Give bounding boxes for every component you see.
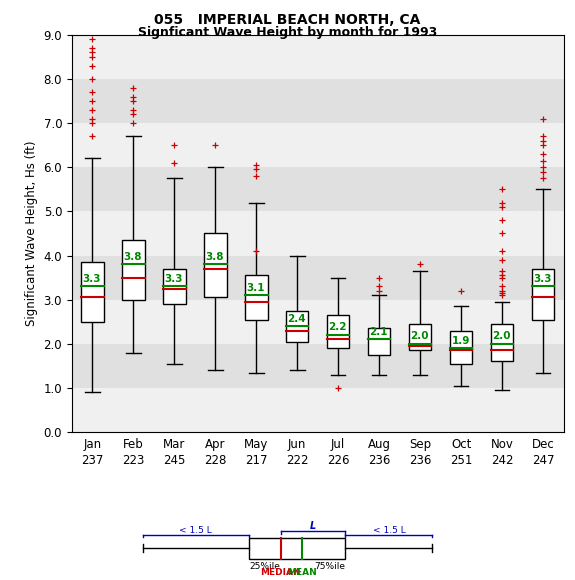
Text: 242: 242 [491, 454, 513, 466]
Bar [245, 276, 267, 320]
Bar [204, 233, 227, 298]
Text: 3.3: 3.3 [534, 274, 552, 284]
Text: MEAN: MEAN [287, 568, 317, 577]
Bar [368, 328, 390, 355]
Text: 251: 251 [450, 454, 472, 466]
Bar [72, 123, 564, 167]
Bar [491, 324, 513, 361]
Text: 25%ile: 25%ile [249, 561, 279, 571]
Text: Dec: Dec [532, 438, 554, 451]
Bar [327, 315, 350, 348]
Bar [532, 269, 554, 320]
Bar [72, 344, 564, 388]
Bar [409, 324, 431, 350]
Text: 228: 228 [204, 454, 227, 466]
Bar [72, 35, 564, 79]
Text: < 1.5 L: < 1.5 L [373, 525, 405, 535]
Bar [163, 269, 186, 304]
Text: 237: 237 [81, 454, 104, 466]
Bar [72, 300, 564, 344]
Text: Feb: Feb [123, 438, 144, 451]
Text: Jun: Jun [288, 438, 306, 451]
Text: 245: 245 [163, 454, 186, 466]
Text: 3.8: 3.8 [124, 252, 142, 262]
Bar [72, 167, 564, 211]
Text: 2.2: 2.2 [328, 322, 347, 332]
Text: 3.1: 3.1 [247, 282, 265, 292]
Text: < 1.5 L: < 1.5 L [179, 525, 212, 535]
Text: Nov: Nov [490, 438, 513, 451]
Text: 2.4: 2.4 [288, 314, 306, 324]
Bar [72, 256, 564, 300]
Text: 3.3: 3.3 [164, 274, 183, 284]
Text: 247: 247 [532, 454, 554, 466]
Text: 217: 217 [245, 454, 267, 466]
Text: Jul: Jul [331, 438, 346, 451]
Text: L: L [310, 521, 316, 531]
Text: 236: 236 [368, 454, 390, 466]
Text: 236: 236 [409, 454, 431, 466]
Text: 2.1: 2.1 [370, 327, 388, 337]
Bar [72, 388, 564, 432]
Text: 2.0: 2.0 [492, 331, 511, 341]
Bar [122, 240, 144, 300]
Text: Signficant Wave Height by month for 1993: Signficant Wave Height by month for 1993 [138, 26, 437, 39]
Text: 75%ile: 75%ile [315, 561, 346, 571]
Bar [72, 79, 564, 123]
Text: MEDIAN: MEDIAN [260, 568, 301, 577]
Text: 3.8: 3.8 [206, 252, 224, 262]
Text: Mar: Mar [163, 438, 186, 451]
Text: 223: 223 [122, 454, 144, 466]
Text: Aug: Aug [367, 438, 390, 451]
Text: 2.0: 2.0 [411, 331, 429, 341]
Bar [450, 331, 472, 364]
Bar [249, 538, 346, 559]
Text: 222: 222 [286, 454, 308, 466]
Text: 055   IMPERIAL BEACH NORTH, CA: 055 IMPERIAL BEACH NORTH, CA [154, 13, 421, 27]
Text: May: May [244, 438, 269, 451]
Bar [81, 262, 104, 322]
Bar [72, 211, 564, 256]
Text: 226: 226 [327, 454, 350, 466]
Text: 3.3: 3.3 [83, 274, 101, 284]
Y-axis label: Significant Wave Height, Hs (ft): Significant Wave Height, Hs (ft) [25, 141, 38, 326]
Text: Oct: Oct [451, 438, 471, 451]
Text: Sep: Sep [409, 438, 431, 451]
Text: Apr: Apr [205, 438, 225, 451]
Bar [286, 311, 308, 342]
Text: 1.9: 1.9 [451, 336, 470, 346]
Text: Jan: Jan [83, 438, 101, 451]
